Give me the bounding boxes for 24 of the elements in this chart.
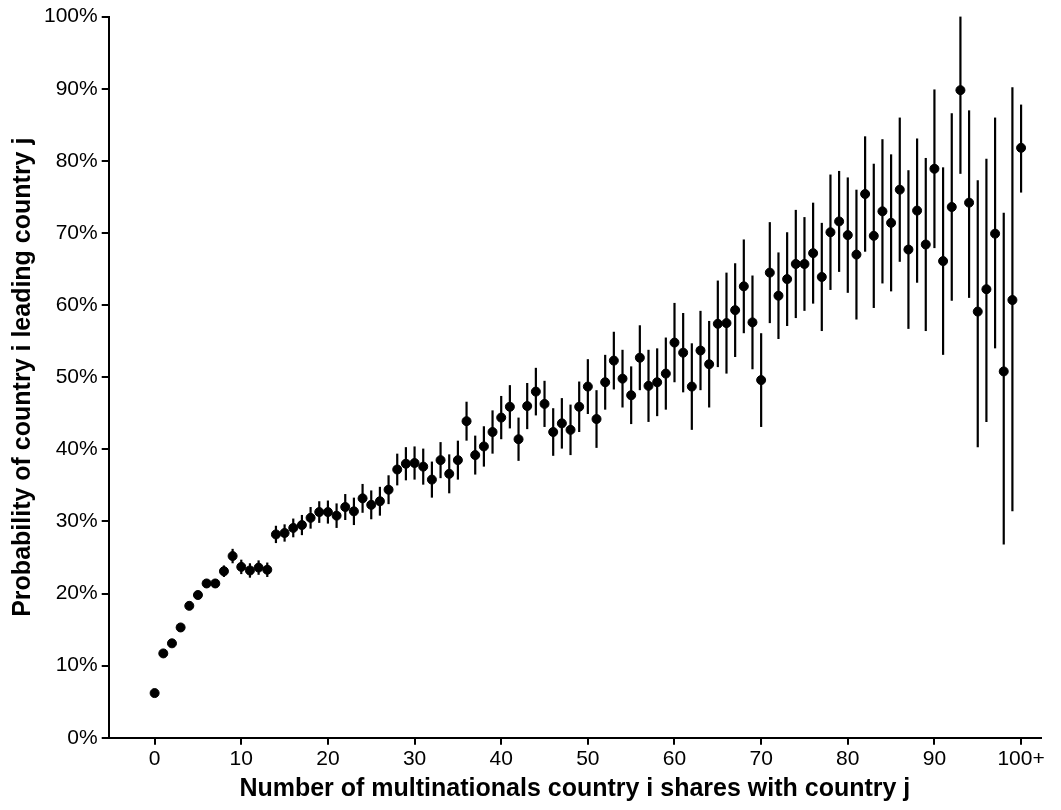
y-tick-label: 90% [55,75,98,99]
x-tick-label: 0 [148,746,161,770]
x-tick-label: 100+ [997,746,1045,770]
x-tick-label: 70 [749,746,773,770]
y-tick-label: 30% [55,508,98,532]
y-tick-label: 100% [43,3,98,27]
x-tick-label: 90 [922,746,947,770]
x-tick-label: 80 [836,746,860,770]
y-tick-label: 80% [55,147,98,171]
y-tick-label: 70% [55,219,98,243]
y-tick-label: 60% [55,291,98,315]
y-axis-title: Probability of country i leading country j [6,137,35,617]
y-tick-label: 0% [67,724,98,748]
y-tick-label: 20% [55,580,98,604]
x-tick-label: 40 [489,746,513,770]
y-tick-label: 10% [55,652,98,676]
y-tick-label: 40% [55,436,98,460]
x-tick-label: 20 [316,746,340,770]
x-tick-label: 10 [229,746,253,770]
x-tick-label: 30 [402,746,427,770]
x-axis-title: Number of multinationals country i shares with country j [239,772,911,801]
y-tick-label: 50% [55,364,98,387]
x-tick-label: 50 [576,746,600,770]
x-tick-label: 60 [662,746,687,770]
